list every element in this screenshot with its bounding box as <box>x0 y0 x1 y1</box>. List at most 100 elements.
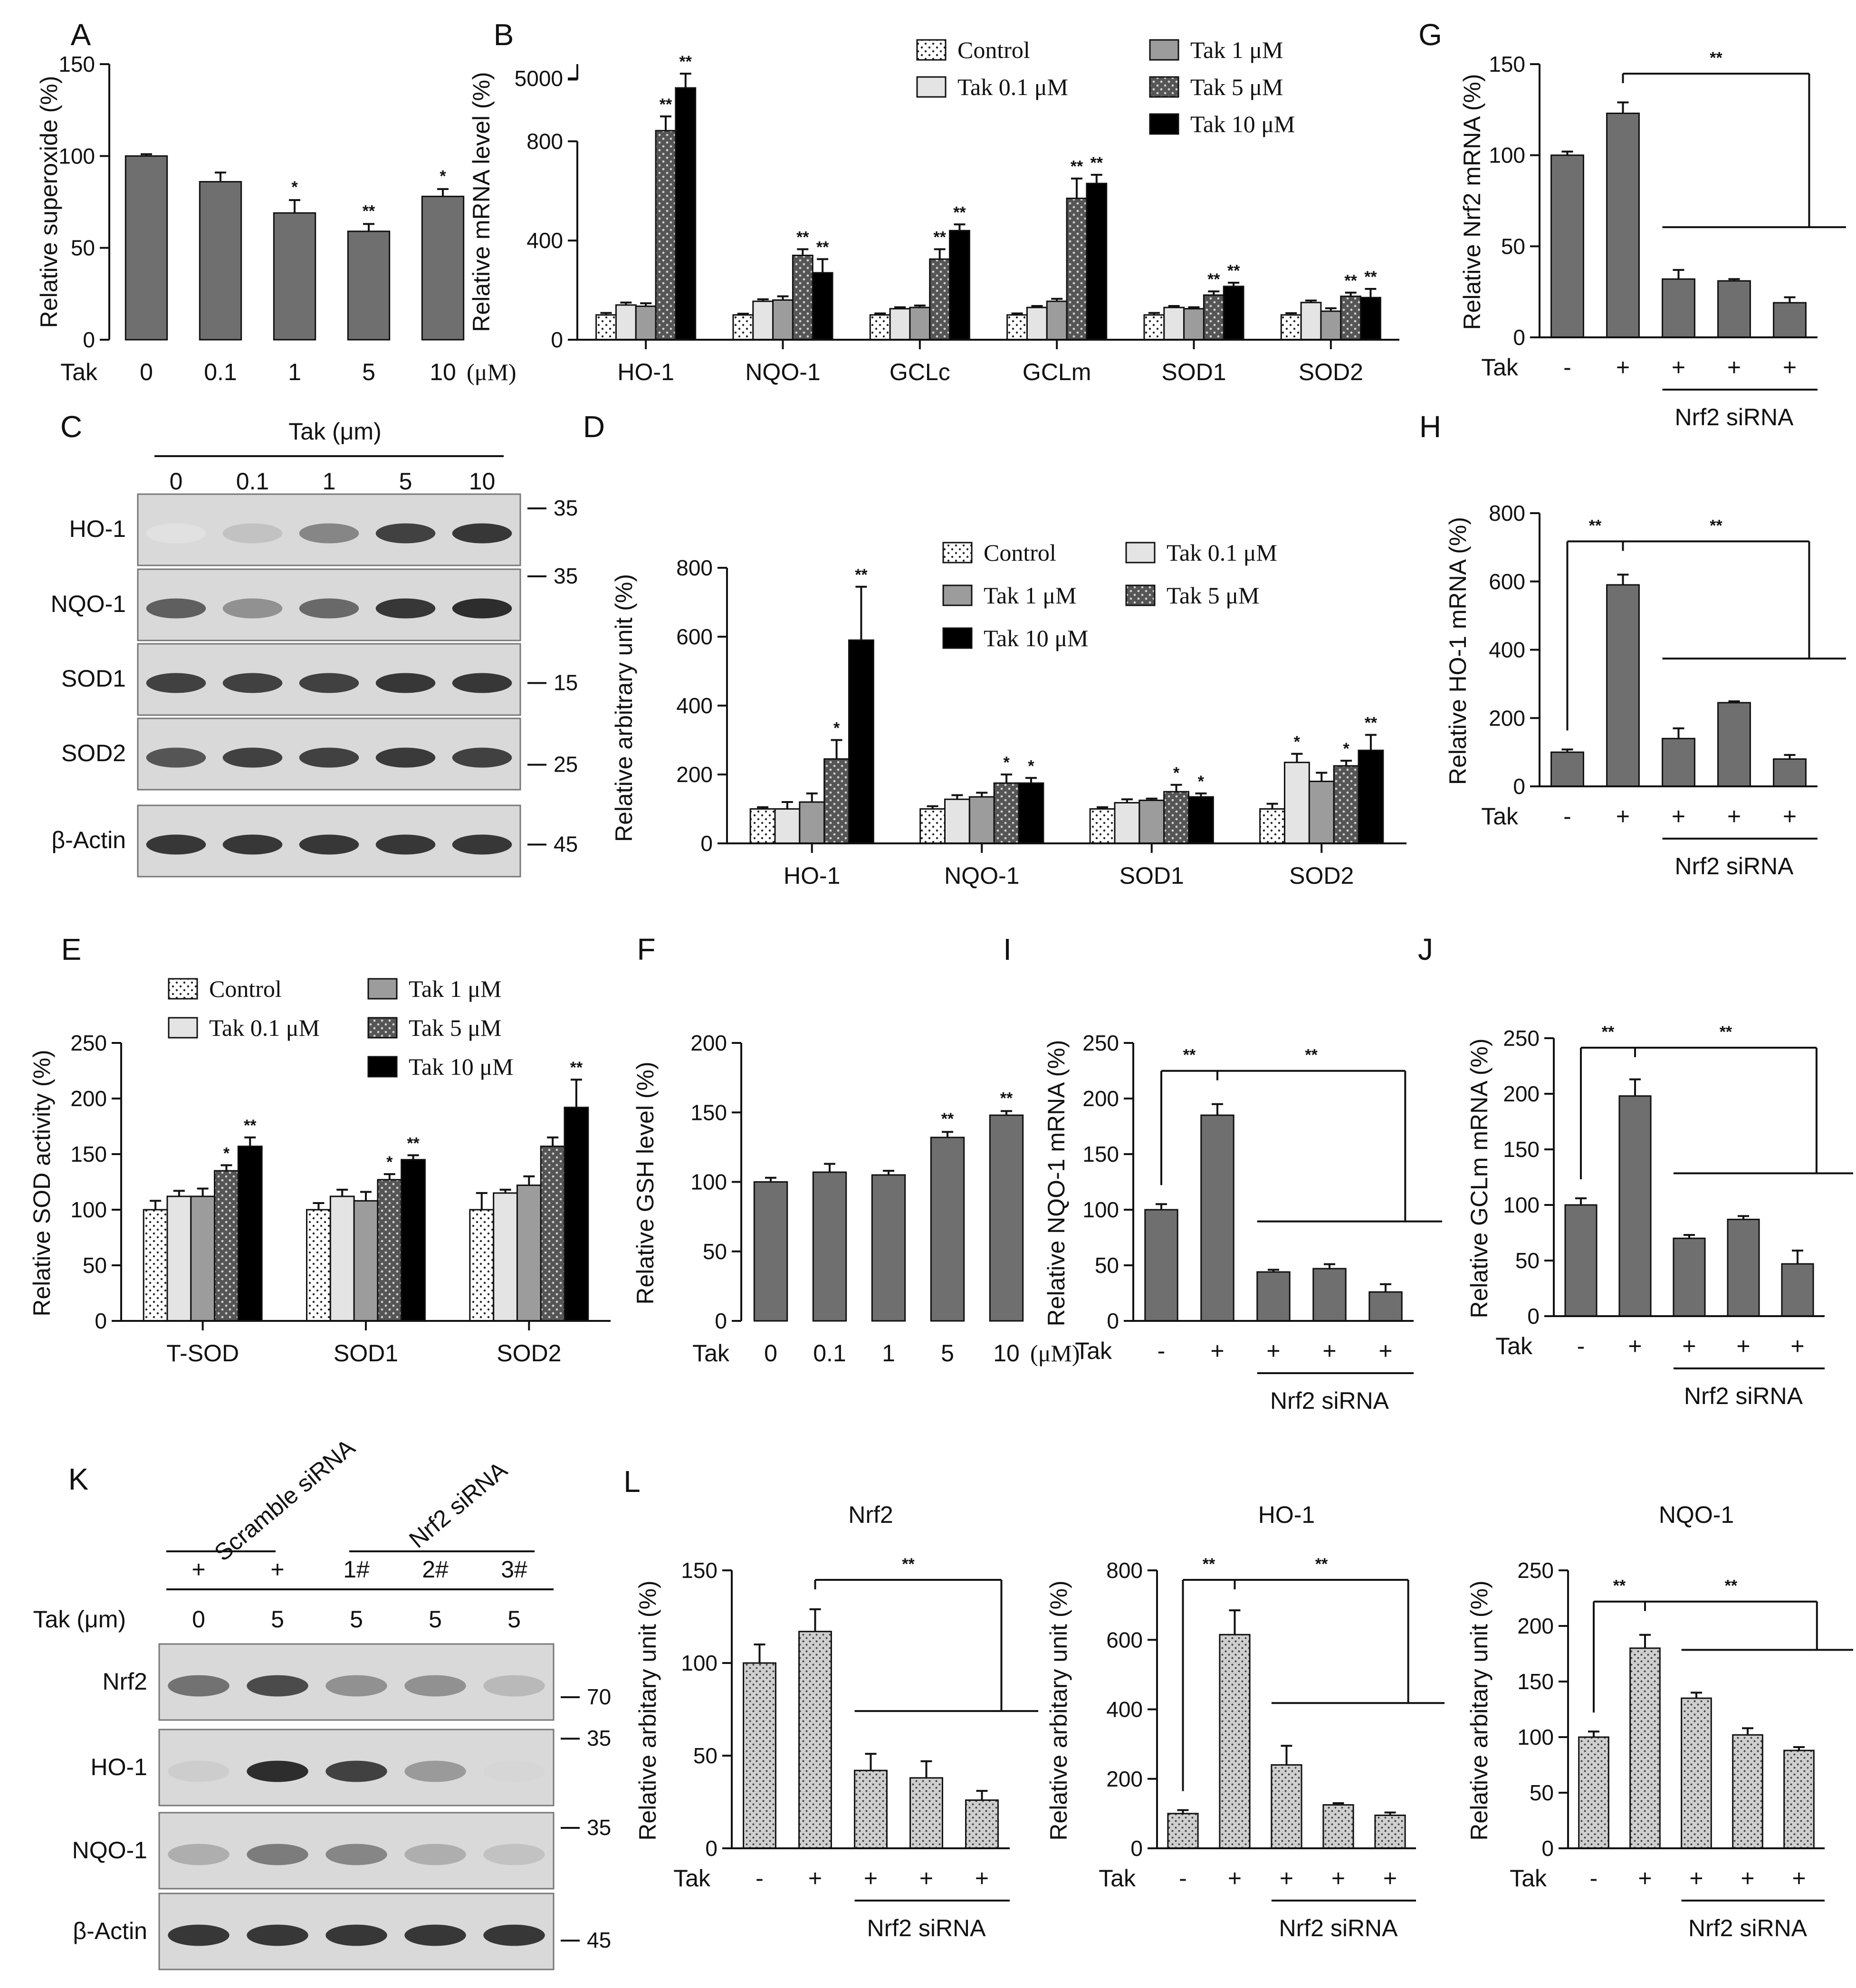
sig-label-D: ** <box>1365 714 1378 732</box>
bar-E-0-4 <box>237 1146 263 1322</box>
blot-header-C: Tak (μm) <box>288 418 381 445</box>
x-tick-label-G: + <box>1783 354 1797 381</box>
bar-B-5-1 <box>1300 302 1322 341</box>
x-tick-label-J: + <box>1736 1333 1750 1359</box>
x-tick-label-F: 1 <box>882 1340 895 1367</box>
x-tick-label-A: 1 <box>288 359 301 385</box>
band-C-1-2 <box>299 598 359 619</box>
band-C-2-2 <box>299 673 359 693</box>
legend-label-B-t01: Tak 0.1 μM <box>957 74 1068 100</box>
chart-L3: 0 50 100 150 200 250 Relative arbitary unit (%… <box>1466 1501 1853 1941</box>
lane-label-C: 10 <box>469 468 496 495</box>
bar-B-4-1 <box>1163 306 1185 341</box>
bar-B-3-1 <box>1026 306 1048 341</box>
x-tick-label-L1: + <box>975 1865 989 1892</box>
sirna-label-H: Nrf2 siRNA <box>1674 853 1794 879</box>
band-C-2-1 <box>222 673 283 693</box>
x-tick-label-F: 10 <box>993 1340 1020 1367</box>
bar-E-2-2 <box>516 1185 542 1322</box>
y-tick-label-G: 100 <box>1489 143 1525 168</box>
band-K-2-3 <box>404 1844 466 1865</box>
x-tick-label-F: 0 <box>764 1340 777 1367</box>
group-label-K: Scramble siRNA <box>210 1434 360 1566</box>
bar-B-1-4 <box>812 272 833 341</box>
y-tick-label-L3: 0 <box>1541 1836 1554 1861</box>
x-caption-L2: Tak <box>1099 1865 1136 1892</box>
y-tick-label-D: 400 <box>676 693 713 718</box>
legend-swatch-D <box>942 627 973 649</box>
y-axis-label-J: Relative GCLm mRNA (%) <box>1466 1039 1492 1319</box>
band-C-4-2 <box>299 834 359 855</box>
band-C-0-3 <box>375 523 436 544</box>
panel-label-H: H <box>1419 410 1441 444</box>
y-tick-label-L2: 600 <box>1106 1627 1143 1652</box>
x-caption-G: Tak <box>1481 354 1519 381</box>
x-tick-label-I: + <box>1266 1338 1280 1364</box>
y-tick-label-F: 100 <box>690 1170 727 1195</box>
mw-label-C: 45 <box>554 832 578 857</box>
bar-F-0 <box>753 1181 788 1322</box>
x-tick-label-E: SOD2 <box>497 1340 561 1367</box>
panel-label-E: E <box>61 932 82 966</box>
bar-J-3 <box>1727 1218 1760 1317</box>
y-tick-label-L2: 200 <box>1106 1767 1143 1791</box>
band-C-4-0 <box>146 834 206 855</box>
sig-label-B: ** <box>953 203 966 221</box>
lane-mark-K: 1# <box>343 1556 370 1583</box>
y-tick-label-G: 50 <box>1501 234 1525 258</box>
bar-D-1-3 <box>993 782 1020 844</box>
chart-title-L1: Nrf2 <box>848 1501 893 1528</box>
band-C-1-4 <box>452 598 512 619</box>
legend-label-B-t10: Tak 10 μM <box>1190 111 1295 137</box>
row-label-C: NQO-1 <box>51 591 126 617</box>
sig-label-L3: ** <box>1613 1577 1626 1595</box>
legend-swatch-B <box>1149 76 1179 98</box>
legend-label-B-control: Control <box>957 37 1030 63</box>
bar-F-1 <box>812 1171 847 1322</box>
y-tick-label-I: 150 <box>1082 1142 1119 1166</box>
bar-A-0 <box>124 155 168 341</box>
x-tick-label-B: GCLc <box>890 359 950 385</box>
band-K-2-4 <box>483 1844 545 1865</box>
y-tick-label-E: 200 <box>70 1086 107 1111</box>
y-tick-label-G: 0 <box>1513 325 1525 350</box>
bar-F-2 <box>871 1174 906 1322</box>
bar-D-3-0 <box>1259 808 1285 844</box>
bar-I-0 <box>1144 1209 1178 1322</box>
bar-E-0-1 <box>166 1195 192 1322</box>
row-label-K: Nrf2 <box>103 1668 147 1695</box>
bar-A-2 <box>273 212 316 341</box>
x-tick-label-I: + <box>1210 1338 1224 1364</box>
bar-D-0-3 <box>823 758 850 844</box>
bar-L3-3 <box>1732 1734 1763 1849</box>
lane-mark-K: 2# <box>422 1556 449 1583</box>
panel-label-G: G <box>1418 18 1442 52</box>
blot-K: K Nrf2 70 HO-1 35 NQO-1 35 β-Actin 45 Scramble si… <box>33 1434 611 1970</box>
y-tick-label-F: 50 <box>703 1239 727 1264</box>
mw-label-K: 45 <box>587 1928 611 1952</box>
x-caption-F: Tak <box>692 1340 730 1367</box>
sirna-label-L3: Nrf2 siRNA <box>1688 1915 1808 1941</box>
sig-label-L3: ** <box>1725 1577 1738 1595</box>
bar-D-0-1 <box>774 808 801 844</box>
bar-E-0-0 <box>143 1209 168 1322</box>
x-caption-L3: Tak <box>1510 1865 1547 1892</box>
bar-D-0-0 <box>749 808 776 844</box>
legend-swatch-B <box>1149 113 1179 135</box>
band-K-2-2 <box>325 1844 387 1865</box>
mw-label-C: 35 <box>554 496 578 520</box>
bar-H-3 <box>1717 702 1751 787</box>
legend-swatch-D <box>1125 584 1156 606</box>
band-K-3-3 <box>404 1924 466 1946</box>
x-tick-label-F: 0.1 <box>813 1340 846 1367</box>
y-tick-label-L1: 150 <box>681 1558 718 1583</box>
x-tick-label-B: GCLm <box>1023 359 1091 385</box>
sig-label-I: ** <box>1305 1046 1318 1064</box>
x-tick-label-E: SOD1 <box>334 1340 398 1367</box>
bar-H-0 <box>1550 751 1584 787</box>
sig-label-E: ** <box>570 1059 583 1077</box>
tak-label-K: Tak (μm) <box>33 1606 126 1633</box>
x-tick-label-G: - <box>1563 354 1571 381</box>
